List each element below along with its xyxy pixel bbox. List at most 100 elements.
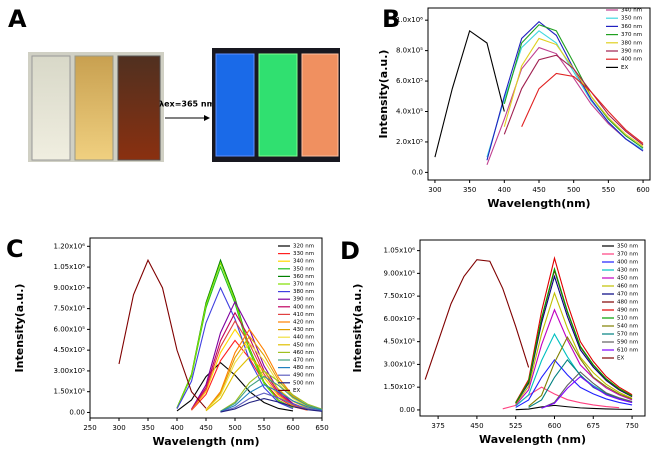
x-tick-label: 675 [587, 422, 600, 430]
y-axis-title: Intensity(a.u.) [377, 50, 390, 139]
panel-label: B [382, 5, 400, 33]
x-tick-label: 525 [509, 422, 522, 430]
y-tick-label: 6.00x10⁵ [384, 315, 416, 323]
series-line [515, 308, 633, 406]
series-line [176, 361, 294, 412]
series-line [541, 371, 633, 409]
legend-label: 320 nm [293, 244, 314, 250]
x-axis-title: Wavelength (nm) [479, 433, 586, 446]
y-tick-label: 0.00 [399, 406, 415, 414]
legend-label: 490 nm [617, 308, 638, 314]
x-tick-label: 600 [548, 422, 561, 430]
series-line [515, 266, 633, 404]
series-line [176, 265, 294, 409]
y-tick-label: 3.00x10⁵ [384, 360, 416, 368]
cuvette [31, 55, 71, 161]
legend-label: 450 nm [293, 342, 314, 348]
legend-label: 450 nm [617, 276, 638, 282]
x-axis-title: Wavelength(nm) [487, 197, 590, 210]
y-tick-label: 1.20x10⁶ [54, 242, 86, 250]
series-line [191, 339, 308, 411]
legend-label: 400 nm [293, 304, 314, 310]
legend-label: 590 nm [617, 340, 638, 346]
y-tick-label: 8.0x10⁵ [396, 47, 423, 55]
x-tick-label: 450 [532, 186, 545, 194]
series-line [220, 392, 323, 413]
series-line [176, 286, 294, 410]
legend-label: 420 nm [293, 320, 314, 326]
series-line [205, 335, 323, 411]
series-line [220, 398, 323, 413]
y-tick-label: 9.00x10⁵ [54, 284, 86, 292]
legend-label: 360 nm [293, 274, 314, 280]
legend-label: 370 nm [621, 32, 642, 38]
series-line [220, 370, 323, 412]
legend-label: EX [617, 356, 624, 362]
x-tick-label: 750 [625, 422, 638, 430]
x-tick-label: 500 [228, 424, 241, 432]
y-tick-label: 4.50x10⁵ [54, 346, 86, 354]
x-tick-label: 550 [602, 186, 615, 194]
x-tick-label: 500 [567, 186, 580, 194]
legend-label: 510 nm [617, 316, 638, 322]
series-line [434, 29, 505, 158]
y-axis-title: Intensity(a.u.) [351, 284, 364, 373]
x-tick-label: 300 [428, 186, 441, 194]
x-tick-label: 400 [498, 186, 511, 194]
legend-label: 480 nm [293, 365, 314, 371]
x-tick-label: 450 [470, 422, 483, 430]
panel-label: D [340, 237, 360, 265]
x-tick-label: 350 [463, 186, 476, 194]
legend-label: 490 nm [293, 373, 314, 379]
series-line [176, 261, 294, 409]
cuvette [301, 53, 339, 157]
y-tick-label: 1.05x10⁶ [384, 247, 416, 255]
y-tick-label: 0.00 [69, 408, 85, 416]
series-line [515, 291, 633, 405]
y-tick-label: 9.00x10⁵ [384, 269, 416, 277]
legend-label: 470 nm [617, 292, 638, 298]
y-tick-label: 1.0x10⁶ [396, 16, 423, 24]
x-tick-label: 350 [141, 424, 154, 432]
x-tick-label: 600 [636, 186, 649, 194]
legend-label: 540 nm [617, 324, 638, 330]
x-tick-label: 550 [257, 424, 270, 432]
series-line [191, 328, 308, 411]
y-tick-label: 1.50x10⁵ [384, 383, 416, 391]
annotation: λex=365 nm [159, 100, 215, 109]
x-axis-title: Wavelength (nm) [153, 435, 260, 448]
legend-label: 380 nm [293, 289, 314, 295]
legend-label: 390 nm [293, 297, 314, 303]
legend-label: 360 nm [621, 24, 642, 30]
chart-panel: D 375 450 525 600 675 750 0.00 1.50x10⁵ 3.00x10⁵ 4… [340, 237, 646, 446]
legend-label: 610 nm [617, 348, 638, 354]
y-tick-label: 6.0x10⁵ [396, 77, 423, 85]
legend-label: 480 nm [617, 300, 638, 306]
chart-panel: C 250 300 350 400 450 500 550 600 650 0.00 1.50x10⁵… [6, 235, 329, 448]
x-tick-label: 400 [170, 424, 183, 432]
y-tick-label: 1.05x10⁶ [54, 263, 86, 271]
legend-label: 350 nm [617, 244, 638, 250]
y-axis-title: Intensity(a.u.) [13, 284, 26, 373]
panel-label: A [8, 5, 27, 33]
x-tick-label: 300 [112, 424, 125, 432]
series-line [486, 20, 644, 161]
y-tick-label: 0.0 [412, 168, 423, 176]
x-tick-label: 450 [199, 424, 212, 432]
legend-label: 400 nm [617, 260, 638, 266]
y-tick-label: 6.00x10⁵ [54, 325, 86, 333]
legend-label: 410 nm [293, 312, 314, 318]
legend-label: 570 nm [617, 332, 638, 338]
series-line [118, 258, 207, 409]
y-tick-label: 3.00x10⁵ [54, 367, 86, 375]
legend-label: 380 nm [621, 40, 642, 46]
series-line [220, 375, 323, 412]
legend-label: EX [621, 65, 628, 71]
series-line [191, 311, 308, 410]
legend-label: 500 nm [293, 380, 314, 386]
series-line [515, 256, 633, 403]
series-line [528, 335, 633, 407]
series-line [521, 72, 644, 144]
series-line [503, 54, 644, 146]
